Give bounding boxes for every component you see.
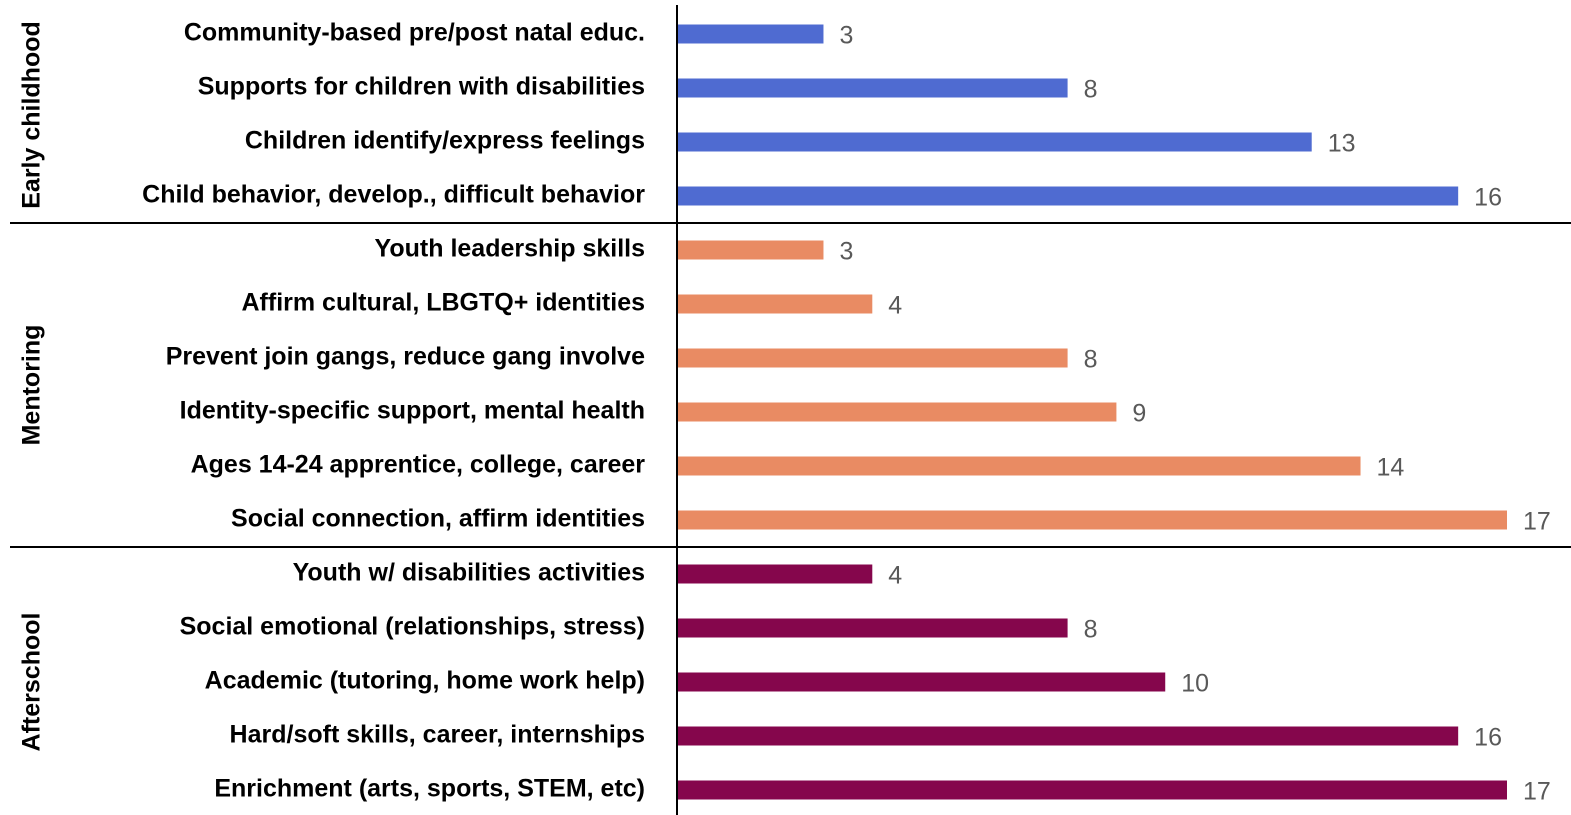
value-label: 17 (1523, 778, 1551, 806)
category-label: Youth leadership skills (375, 235, 645, 263)
bar (677, 456, 1361, 476)
category-label: Prevent join gangs, reduce gang involve (166, 343, 645, 371)
category-label: Enrichment (arts, sports, STEM, etc) (214, 775, 645, 803)
value-label: 8 (1084, 346, 1098, 374)
category-label: Community-based pre/post natal educ. (184, 19, 645, 47)
value-label: 8 (1084, 76, 1098, 104)
value-label: 3 (839, 238, 853, 266)
bar (677, 726, 1459, 746)
bar (677, 672, 1166, 692)
category-label: Hard/soft skills, career, internships (230, 721, 645, 749)
category-label: Child behavior, develop., difficult beha… (142, 181, 645, 209)
value-label: 4 (888, 292, 902, 320)
category-label: Social emotional (relationships, stress) (180, 613, 645, 641)
bar (677, 510, 1507, 530)
value-label: 16 (1474, 184, 1502, 212)
value-label: 8 (1084, 616, 1098, 644)
group-label: Early childhood (18, 21, 46, 209)
group-label: Mentoring (18, 325, 46, 446)
category-label: Youth w/ disabilities activities (293, 559, 645, 587)
value-label: 13 (1328, 130, 1356, 158)
category-label: Identity-specific support, mental health (180, 397, 645, 425)
value-label: 3 (839, 22, 853, 50)
category-label: Affirm cultural, LBGTQ+ identities (241, 289, 645, 317)
bar (677, 24, 824, 44)
value-label: 16 (1474, 724, 1502, 752)
bar (677, 564, 873, 584)
bar (677, 402, 1117, 422)
bar (677, 618, 1068, 638)
category-label: Children identify/express feelings (245, 127, 645, 155)
category-label: Ages 14-24 apprentice, college, career (191, 451, 646, 479)
bar (677, 348, 1068, 368)
bar (677, 78, 1068, 98)
bar (677, 132, 1312, 152)
bar (677, 294, 873, 314)
bar (677, 186, 1459, 206)
value-label: 17 (1523, 508, 1551, 536)
category-label: Academic (tutoring, home work help) (205, 667, 645, 695)
value-label: 14 (1377, 454, 1405, 482)
value-label: 10 (1181, 670, 1209, 698)
value-label: 4 (888, 562, 902, 590)
value-label: 9 (1132, 400, 1146, 428)
category-label: Supports for children with disabilities (198, 73, 645, 101)
category-label: Social connection, affirm identities (231, 505, 645, 533)
bar (677, 240, 824, 260)
group-label: Afterschool (18, 613, 46, 752)
bar (677, 780, 1507, 800)
